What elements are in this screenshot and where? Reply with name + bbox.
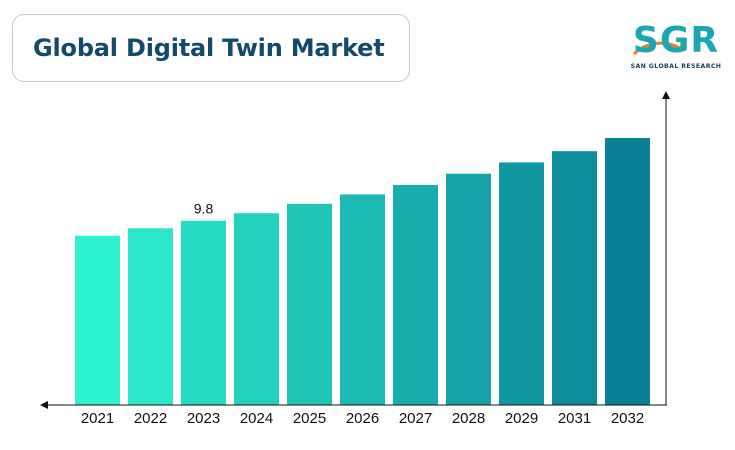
bar-2025 <box>287 203 332 405</box>
x-tick-label-2025: 2025 <box>293 410 326 427</box>
chart-title: Global Digital Twin Market <box>33 34 385 62</box>
x-tick-label-2027: 2027 <box>399 410 432 427</box>
bar-2032 <box>605 138 650 405</box>
sgr-logo: SGR SAN GLOBAL RESEARCH <box>631 20 722 70</box>
bar-2023 <box>181 220 226 405</box>
bar-2028 <box>446 173 491 405</box>
title-box: Global Digital Twin Market <box>12 14 410 82</box>
bar-2024 <box>234 213 279 405</box>
x-tick-label-2021: 2021 <box>81 410 114 427</box>
bar-2031 <box>552 151 597 405</box>
logo-swoosh-icon <box>632 41 681 56</box>
x-axis-arrow-icon <box>40 401 48 409</box>
bar-2027 <box>393 185 438 405</box>
y-axis-arrow-icon <box>662 91 670 99</box>
bar-2026 <box>340 194 385 405</box>
bar-2021 <box>75 235 120 405</box>
data-label-2023: 9.8 <box>194 201 214 217</box>
x-tick-label-2023: 2023 <box>187 410 220 427</box>
x-tick-label-2031: 2031 <box>558 410 591 427</box>
logo-wordmark: SGR <box>633 20 719 61</box>
logo-tagline: SAN GLOBAL RESEARCH <box>631 63 722 70</box>
x-tick-label-2029: 2029 <box>505 410 538 427</box>
x-tick-label-2024: 2024 <box>240 410 273 427</box>
x-tick-label-2032: 2032 <box>611 410 644 427</box>
x-tick-label-2028: 2028 <box>452 410 485 427</box>
bar-2022 <box>128 228 173 405</box>
x-tick-label-2022: 2022 <box>134 410 167 427</box>
bar-2029 <box>499 162 544 405</box>
x-tick-label-2026: 2026 <box>346 410 379 427</box>
